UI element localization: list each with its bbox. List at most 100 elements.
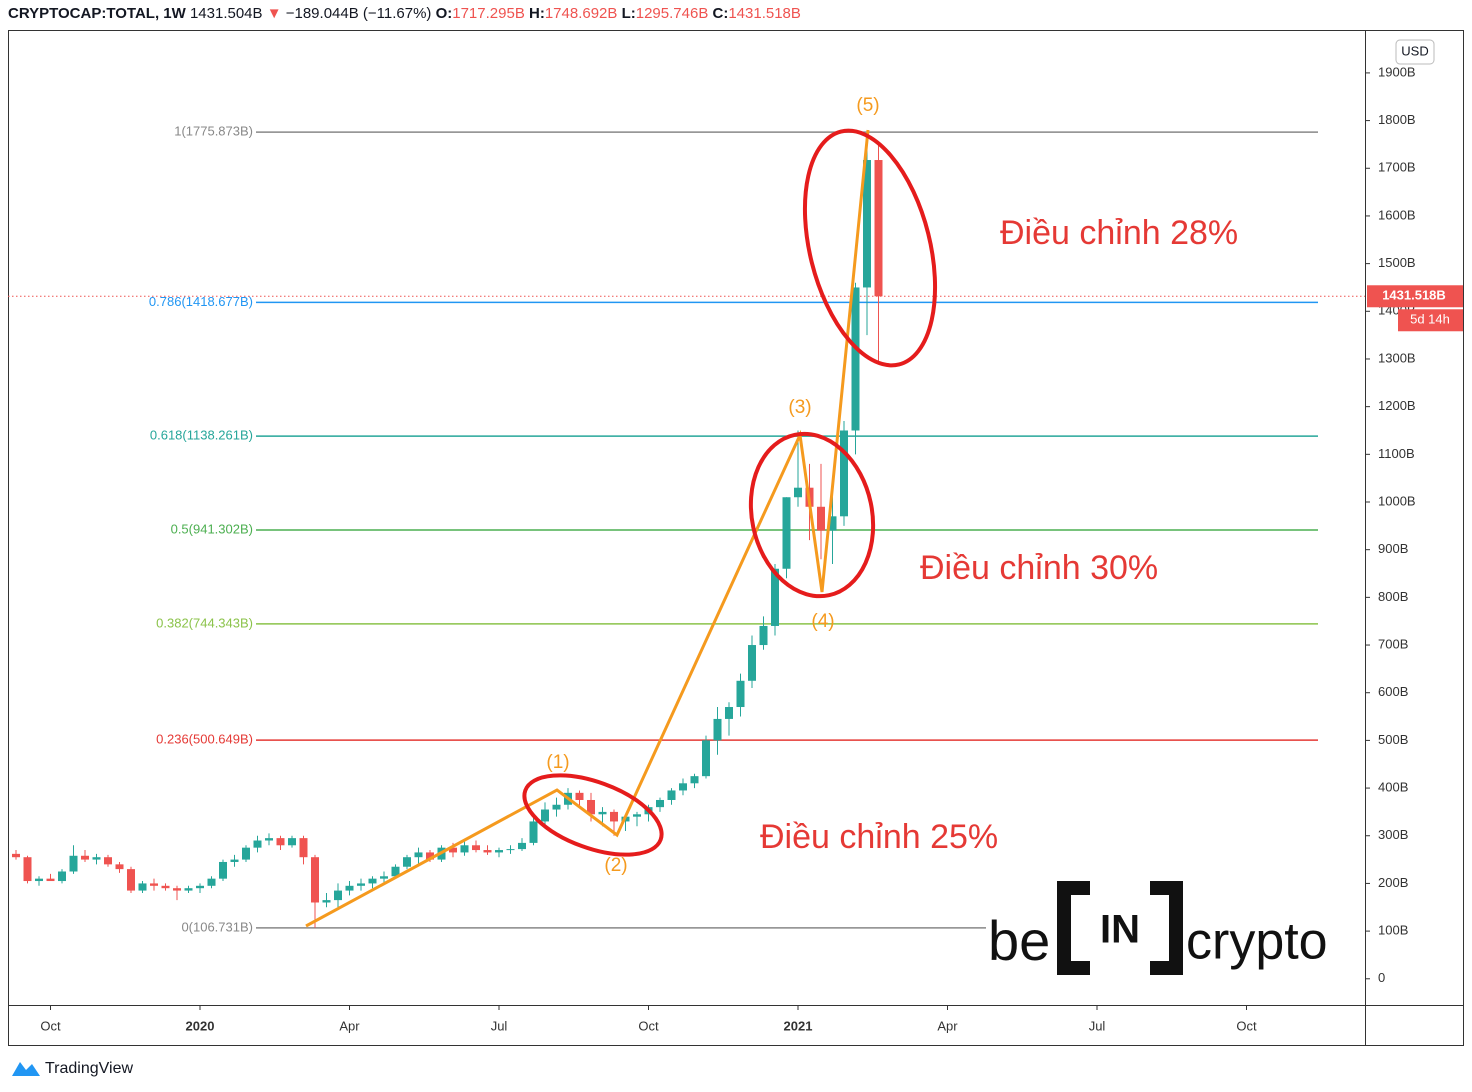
x-tick-label: 2021 xyxy=(784,1018,813,1033)
candle-body xyxy=(529,821,538,843)
y-tick-label: 1100B xyxy=(1378,446,1415,461)
candle-body xyxy=(840,430,848,517)
ellipse xyxy=(522,773,664,857)
candle-body xyxy=(230,859,239,862)
candle-body xyxy=(759,625,768,646)
candle-body xyxy=(23,857,32,882)
logo-right: crypto xyxy=(1186,913,1328,971)
fib-label: 1(1775.873B) xyxy=(174,124,253,139)
x-tick-label: Jul xyxy=(491,1018,508,1033)
y-tick-label: 700B xyxy=(1378,636,1408,651)
candle-body xyxy=(115,864,124,870)
candle-body xyxy=(725,707,733,719)
candle-body xyxy=(679,783,687,791)
logo-middle: IN xyxy=(1100,908,1140,952)
ellipse xyxy=(802,128,938,368)
logo-brackets xyxy=(1057,881,1183,975)
candle-body xyxy=(299,838,308,858)
wave-label: (1) xyxy=(546,752,569,773)
candle-body xyxy=(92,857,101,860)
x-tick-label: Oct xyxy=(40,1018,61,1033)
c-value: 1431.518B xyxy=(728,5,801,22)
candle-body xyxy=(426,852,434,860)
candle-body xyxy=(782,497,791,569)
frame xyxy=(8,30,1464,1046)
correction-text: Điều chỉnh 28% xyxy=(1000,214,1238,252)
candle-body xyxy=(150,883,158,886)
symbol: CRYPTOCAP:TOTAL, 1W xyxy=(8,5,187,22)
candle-body xyxy=(276,838,285,846)
candle-body xyxy=(748,645,756,681)
y-tick-label: 300B xyxy=(1378,827,1408,842)
candle-body xyxy=(713,718,722,741)
fib-label: 0.786(1418.677B) xyxy=(149,294,253,309)
y-tick-label: 400B xyxy=(1378,780,1408,795)
candle-body xyxy=(58,871,66,882)
h-label: H: xyxy=(529,5,545,22)
candle-body xyxy=(391,866,400,877)
candle-body xyxy=(794,487,802,498)
y-tick-label: 100B xyxy=(1378,923,1408,938)
candle-body xyxy=(598,811,607,815)
candle-body xyxy=(380,876,388,879)
y-tick-label: 200B xyxy=(1378,875,1408,890)
change: −189.044B (−11.67%) xyxy=(286,5,432,22)
price-label-box xyxy=(1367,285,1463,308)
logo: be IN crypto xyxy=(986,880,1348,980)
x-tick-label: Apr xyxy=(937,1018,958,1033)
h-value: 1748.692B xyxy=(545,5,618,22)
candle-body xyxy=(472,845,480,851)
candle-body xyxy=(334,890,342,901)
footer-text: TradingView xyxy=(45,1060,133,1077)
candle-body xyxy=(656,799,664,808)
correction-text: Điều chỉnh 30% xyxy=(920,549,1158,587)
y-tick-label: 600B xyxy=(1378,684,1408,699)
candle-body xyxy=(357,883,365,886)
candle-body xyxy=(173,888,181,891)
candle-body xyxy=(414,852,423,858)
candle-body xyxy=(541,809,549,822)
candle-body xyxy=(610,811,618,822)
y-tick-label: 0 xyxy=(1378,970,1385,985)
y-tick-label: 1700B xyxy=(1378,160,1416,175)
candle-body xyxy=(403,857,411,867)
o-value: 1717.295B xyxy=(452,5,525,22)
candle-body xyxy=(46,878,55,882)
candle-body xyxy=(138,883,147,891)
candle-body xyxy=(242,847,250,860)
candle-body xyxy=(69,855,78,872)
candle-body xyxy=(690,776,699,784)
candle-body xyxy=(449,847,457,853)
y-tick-label: 900B xyxy=(1378,541,1408,556)
wave-line xyxy=(305,129,870,928)
currency-box[interactable] xyxy=(1395,39,1435,65)
footer: TradingView xyxy=(12,1060,133,1077)
candle-body xyxy=(368,878,377,884)
fib-label: 0.382(744.343B) xyxy=(156,615,253,630)
candle-body xyxy=(874,160,883,297)
l-label: L: xyxy=(622,5,636,22)
candle-body xyxy=(184,888,193,891)
header: CRYPTOCAP:TOTAL, 1W 1431.504B ▼ −189.044… xyxy=(8,5,801,22)
currency: USD xyxy=(1401,43,1428,58)
candle-body xyxy=(506,849,515,851)
wave-label: (5) xyxy=(856,95,879,116)
candle-body xyxy=(771,568,779,626)
fib-label: 0(106.731B) xyxy=(181,919,253,934)
candle-body xyxy=(460,845,469,853)
fib-label: 0.236(500.649B) xyxy=(156,732,253,747)
candle-body xyxy=(12,853,20,858)
wave-label: (2) xyxy=(604,855,627,876)
correction-text: Điều chỉnh 25% xyxy=(760,818,998,856)
candle-body xyxy=(81,855,89,860)
candle-body xyxy=(483,850,492,853)
y-tick-label: 800B xyxy=(1378,589,1408,604)
fib-label: 0.618(1138.261B) xyxy=(150,428,253,443)
candle-body xyxy=(633,814,641,817)
y-tick-label: 1800B xyxy=(1378,112,1416,127)
candle-body xyxy=(127,869,135,891)
candle-body xyxy=(863,160,871,288)
x-tick-label: Oct xyxy=(638,1018,659,1033)
l-value: 1295.746B xyxy=(636,5,709,22)
